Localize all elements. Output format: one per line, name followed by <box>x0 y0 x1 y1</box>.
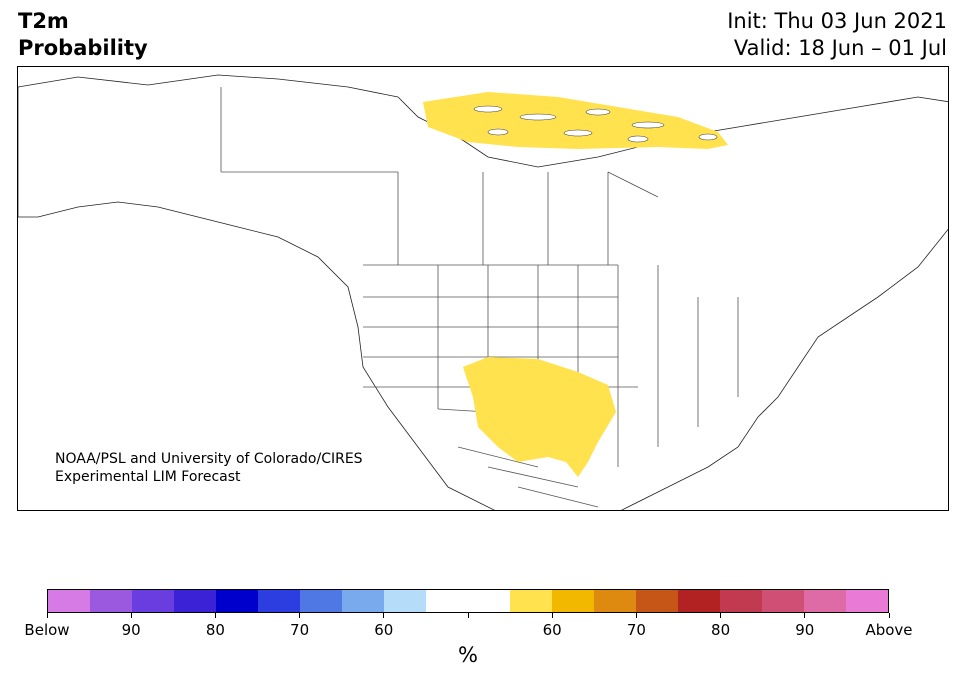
map-canvas <box>18 74 948 510</box>
colorbar-segment <box>678 590 720 612</box>
colorbar-tick-label: Below <box>24 621 70 639</box>
valid-date: Valid: 18 Jun – 01 Jul <box>733 36 947 60</box>
southwest-highlight <box>463 357 616 477</box>
colorbar-tick-label: Above <box>865 621 913 639</box>
colorbar-segment <box>132 590 174 612</box>
variable-label: T2m <box>18 9 69 33</box>
colorbar-segment <box>762 590 804 612</box>
colorbar-tick <box>720 613 722 618</box>
forecast-map <box>17 66 949 511</box>
colorbar-segment <box>384 590 426 612</box>
colorbar-tick <box>130 613 132 618</box>
colorbar-segment <box>720 590 762 612</box>
forecast-dates: Init: Thu 03 Jun 2021 Valid: 18 Jun – 01… <box>727 8 947 62</box>
colorbar-tick-label: 60 <box>374 621 394 639</box>
colorbar-segment <box>510 590 552 612</box>
colorbar-tick <box>467 613 469 618</box>
mexico-states <box>457 446 599 508</box>
colorbar-segment <box>258 590 300 612</box>
colorbar-segment <box>174 590 216 612</box>
init-date: Init: Thu 03 Jun 2021 <box>727 9 947 33</box>
arctic-highlight <box>423 92 728 149</box>
colorbar-tick <box>804 613 806 618</box>
colorbar-tick-label: 70 <box>626 621 646 639</box>
map-title: T2m Probability <box>18 8 148 62</box>
credit-line-1: NOAA/PSL and University of Colorado/CIRE… <box>55 451 363 467</box>
colorbar-segment <box>216 590 258 612</box>
colorbar-segment <box>48 590 90 612</box>
colorbar-tick <box>299 613 301 618</box>
colorbar-tick <box>383 613 385 618</box>
product-label: Probability <box>18 36 148 60</box>
colorbar-segment <box>804 590 846 612</box>
colorbar-segment <box>468 590 510 612</box>
colorbar-tick-label: 80 <box>205 621 225 639</box>
colorbar-tick-label: 60 <box>542 621 562 639</box>
probability-colorbar <box>47 589 889 613</box>
province-lines <box>220 87 659 265</box>
credit-line-2: Experimental LIM Forecast <box>55 469 241 485</box>
colorbar-segment <box>552 590 594 612</box>
colorbar-ticks <box>46 613 890 619</box>
colorbar-tick <box>635 613 637 618</box>
colorbar-segment <box>426 590 468 612</box>
colorbar-tick-label: 90 <box>121 621 141 639</box>
colorbar-tick <box>551 613 553 618</box>
colorbar-unit: % <box>458 643 478 667</box>
credit-text: NOAA/PSL and University of Colorado/CIRE… <box>55 450 363 486</box>
colorbar-tick <box>214 613 216 618</box>
state-lines <box>363 265 739 467</box>
colorbar-tick-label: 70 <box>290 621 310 639</box>
colorbar-segment <box>636 590 678 612</box>
colorbar-tick-label: 80 <box>711 621 731 639</box>
colorbar-segment <box>846 590 888 612</box>
colorbar-segment <box>594 590 636 612</box>
colorbar-segment <box>342 590 384 612</box>
colorbar-tick <box>888 613 890 618</box>
colorbar-tick <box>46 613 48 618</box>
borders <box>220 87 739 508</box>
colorbar-segment <box>300 590 342 612</box>
arctic-islands <box>473 105 718 143</box>
colorbar-segment <box>90 590 132 612</box>
colorbar-tick-label: 90 <box>795 621 815 639</box>
